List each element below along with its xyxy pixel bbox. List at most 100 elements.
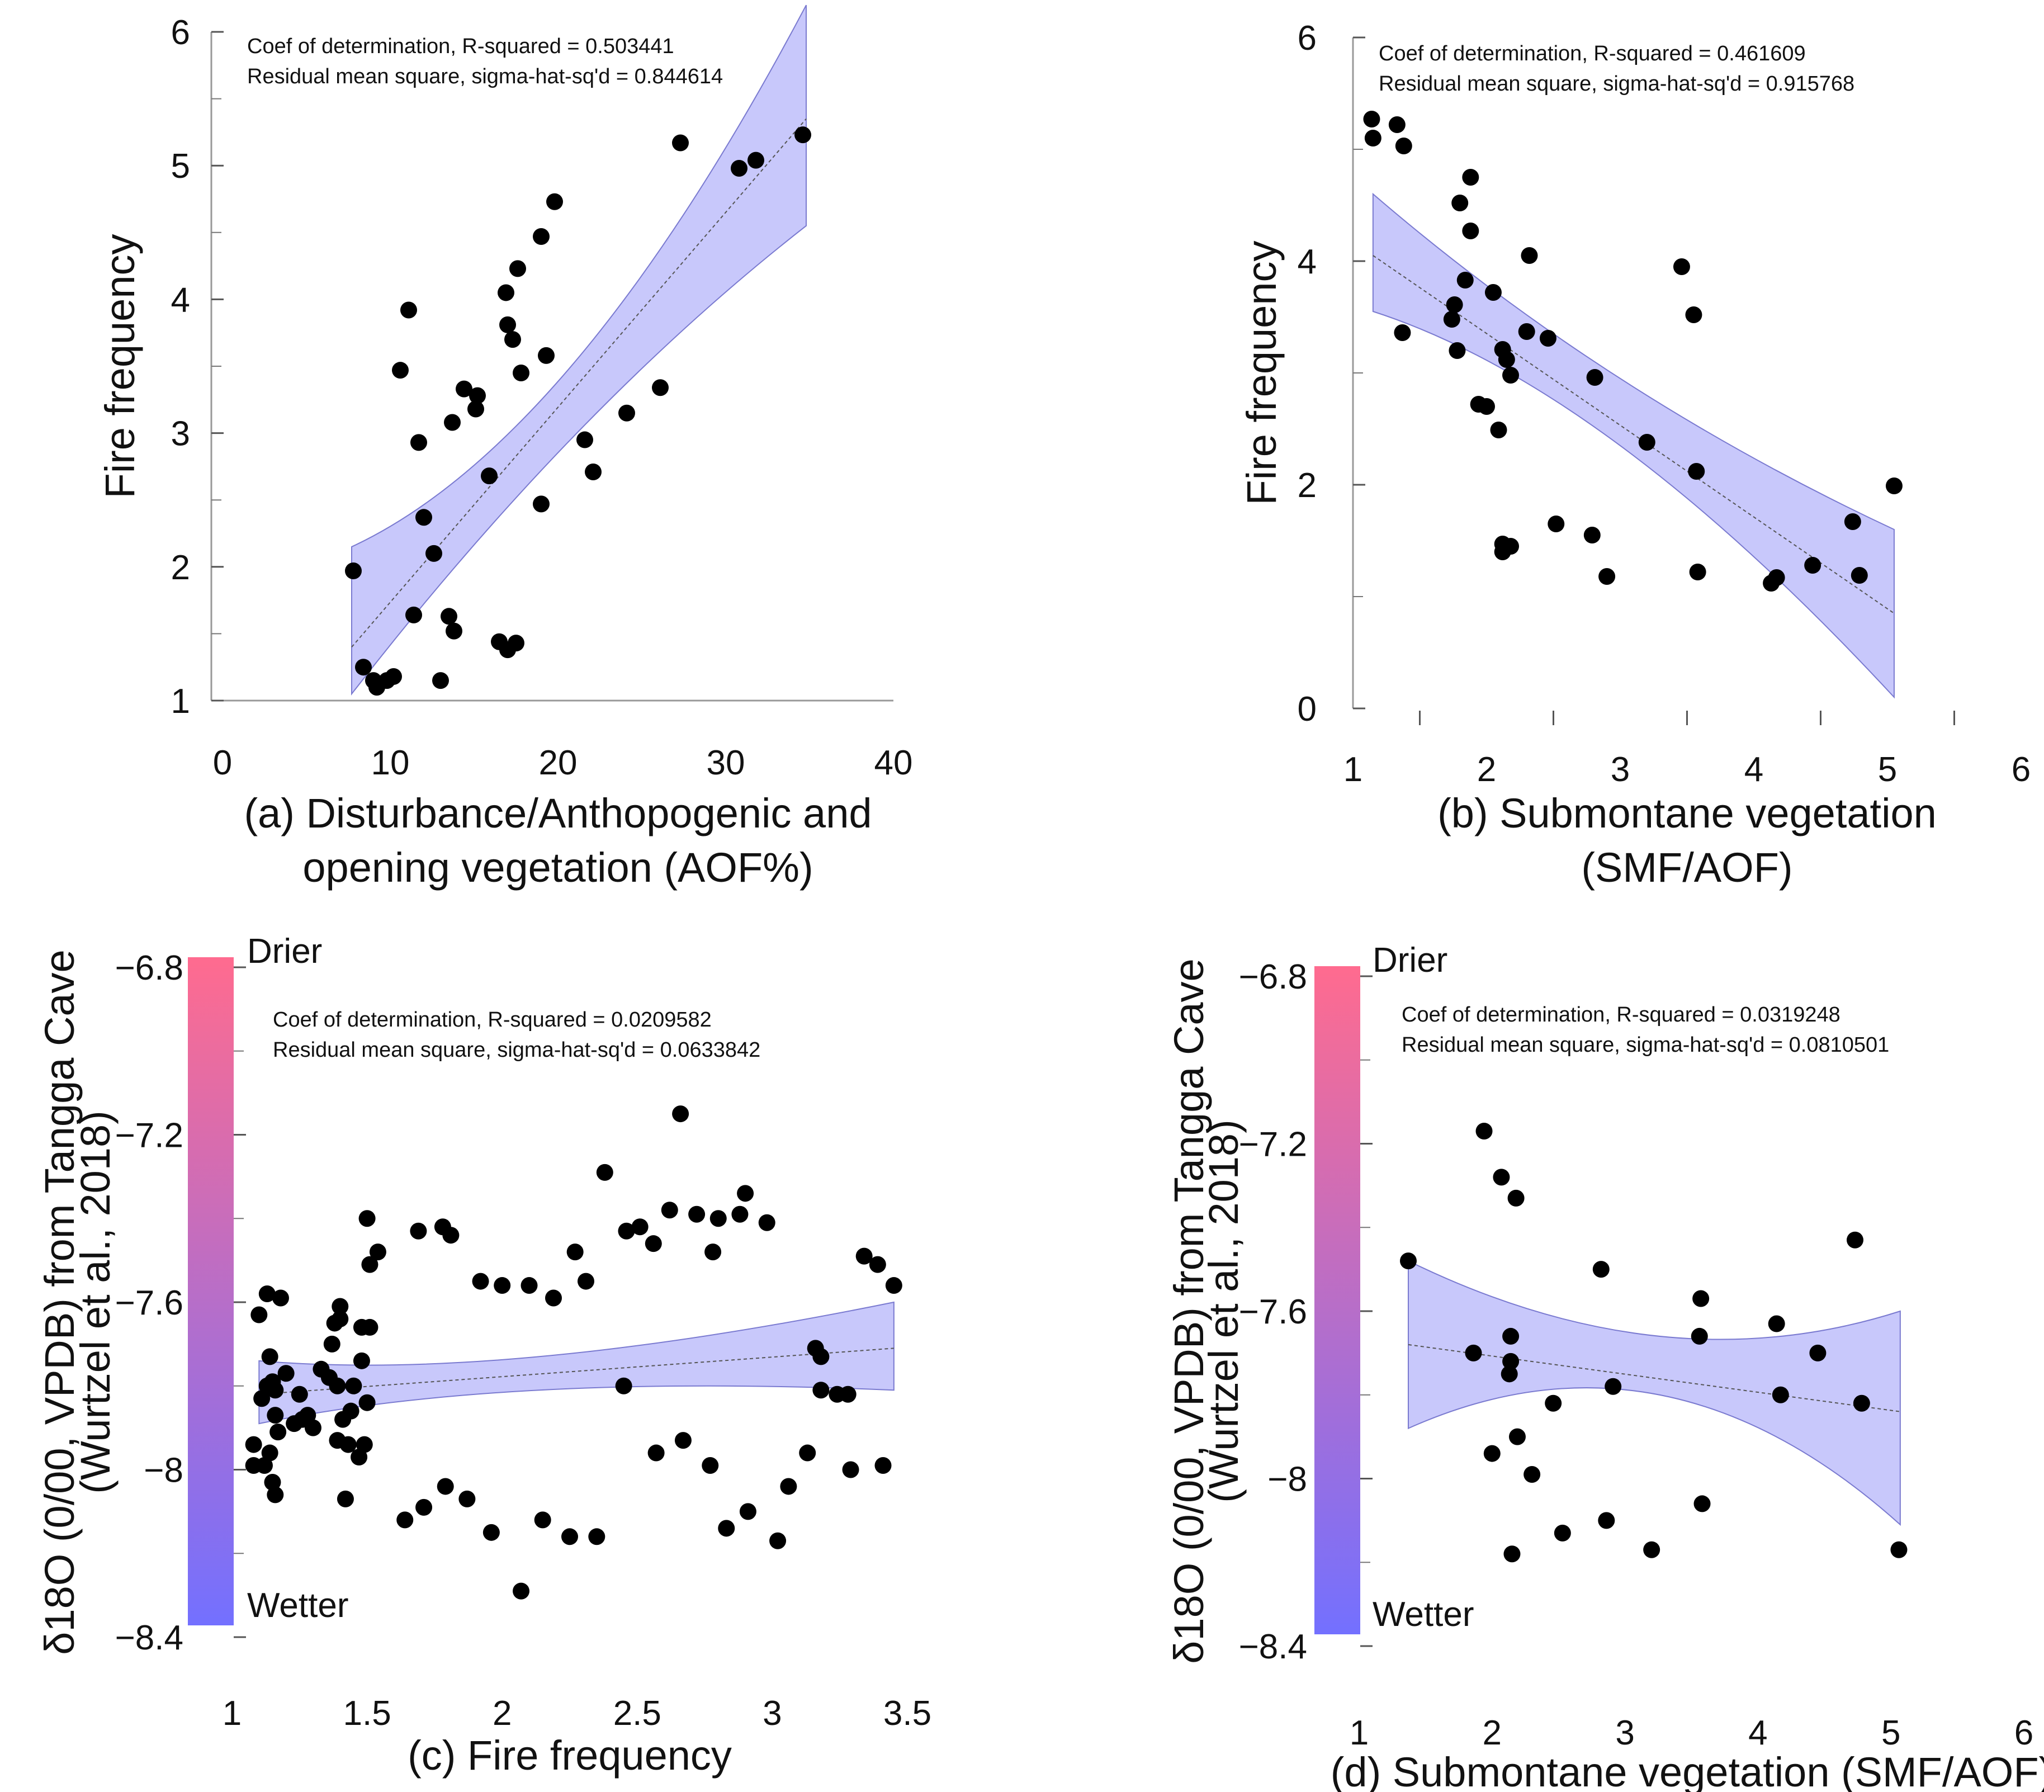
data-point-a xyxy=(425,545,442,562)
x-tick-label-b: 6 xyxy=(2012,750,2031,789)
data-point-b xyxy=(1539,330,1556,347)
data-point-d xyxy=(1502,1327,1520,1345)
data-point-d xyxy=(1691,1327,1708,1345)
data-point-c xyxy=(839,1386,857,1403)
data-point-c xyxy=(277,1365,295,1382)
x-tick-label-c: 1.5 xyxy=(343,1694,391,1733)
data-point-d xyxy=(1809,1344,1827,1361)
data-point-c xyxy=(855,1247,873,1265)
x-tick-label-a: 20 xyxy=(539,744,578,782)
data-point-c xyxy=(588,1528,605,1545)
y-tick-label-c: −7.6 xyxy=(115,1284,183,1322)
data-point-c xyxy=(272,1289,289,1307)
data-point-c xyxy=(353,1352,370,1369)
data-point-d xyxy=(1598,1512,1615,1529)
data-point-a xyxy=(415,509,432,526)
x-tick-label-b: 2 xyxy=(1477,750,1496,789)
data-point-b xyxy=(1851,567,1868,584)
data-point-a xyxy=(546,193,563,210)
data-point-c xyxy=(645,1235,662,1252)
y-axis-title-c: δ18O (0/00, VPDB) from Tangga Cave xyxy=(36,949,83,1654)
x-tick-label-a: 0 xyxy=(213,744,232,782)
data-point-c xyxy=(396,1511,414,1529)
y-tick-label-b: 2 xyxy=(1298,466,1317,505)
data-point-d xyxy=(1399,1252,1417,1270)
x-tick-label-d: 4 xyxy=(1748,1714,1767,1752)
data-point-a xyxy=(672,134,689,152)
y-tick-label-a: 2 xyxy=(171,549,190,587)
data-point-c xyxy=(869,1256,886,1273)
data-point-a xyxy=(794,126,811,144)
data-point-c xyxy=(737,1185,754,1202)
x-tick-label-c: 1 xyxy=(223,1694,242,1733)
data-point-d xyxy=(1693,1495,1711,1512)
data-point-b xyxy=(1446,296,1463,313)
stats-annotation-d: Coef of determination, R-squared = 0.031… xyxy=(1402,1003,1840,1027)
colorbar-c-drier-label: Drier xyxy=(247,932,322,971)
data-point-a xyxy=(533,495,550,513)
data-point-b xyxy=(1364,130,1381,146)
x-axis-title-a: (a) Disturbance/Anthopogenic and xyxy=(244,790,872,836)
data-point-a xyxy=(508,635,524,652)
data-point-c xyxy=(332,1298,349,1315)
data-point-a xyxy=(481,467,498,485)
x-axis-title-c: (c) Fire frequency xyxy=(408,1732,732,1779)
data-point-c xyxy=(842,1461,859,1478)
data-point-d xyxy=(1768,1315,1785,1332)
data-point-a xyxy=(446,622,462,640)
data-point-c xyxy=(269,1424,287,1441)
data-point-c xyxy=(250,1306,268,1323)
x-tick-label-d: 5 xyxy=(1881,1714,1900,1752)
x-tick-label-c: 3 xyxy=(763,1694,782,1733)
x-tick-label-b: 1 xyxy=(1343,750,1362,789)
y-tick-label-c: −6.8 xyxy=(115,949,183,987)
data-point-b xyxy=(1490,422,1507,438)
y-tick-label-a: 6 xyxy=(171,13,190,52)
data-point-c xyxy=(661,1202,678,1219)
data-point-a xyxy=(469,387,486,404)
data-point-d xyxy=(1592,1261,1610,1278)
data-point-d xyxy=(1890,1541,1908,1558)
fit-line-c xyxy=(259,1347,894,1395)
data-point-b xyxy=(1673,258,1690,275)
data-point-b xyxy=(1844,513,1861,530)
y-tick-label-a: 1 xyxy=(171,682,190,721)
chart-d-smf-vs-d18o: Drier Wetter −8.4 −8 −7.6 −7.2 −6.8 1 2 3 4 5 6 Coe… xyxy=(1166,941,2044,1792)
data-point-b xyxy=(1689,564,1706,580)
data-point-a xyxy=(355,659,372,676)
confidence-band-d xyxy=(1407,1260,1901,1526)
x-tick-label-b: 4 xyxy=(1744,750,1763,789)
data-point-b xyxy=(1451,195,1469,211)
y-tick-label-d: −8 xyxy=(1267,1460,1307,1499)
data-point-c xyxy=(337,1490,354,1507)
data-point-c xyxy=(769,1532,787,1549)
data-point-b xyxy=(1443,311,1460,328)
data-point-c xyxy=(361,1256,378,1273)
data-point-c xyxy=(739,1503,756,1520)
data-point-c xyxy=(458,1490,476,1507)
data-point-c xyxy=(561,1528,578,1545)
data-point-a xyxy=(467,400,484,418)
data-point-c xyxy=(472,1273,489,1290)
y-tick-label-d: −7.6 xyxy=(1239,1293,1307,1331)
data-point-a xyxy=(585,463,602,480)
data-point-c xyxy=(513,1582,530,1600)
data-point-a xyxy=(410,434,427,451)
data-point-b xyxy=(1685,306,1702,323)
data-point-d xyxy=(1465,1344,1482,1361)
data-point-a xyxy=(513,364,529,381)
data-point-a xyxy=(498,284,514,301)
data-point-c xyxy=(596,1164,613,1181)
data-point-c xyxy=(258,1285,276,1303)
data-point-d xyxy=(1853,1394,1870,1412)
data-point-d xyxy=(1545,1394,1562,1412)
y-tick-label-d: −6.8 xyxy=(1239,958,1307,996)
y-tick-label-b: 6 xyxy=(1298,19,1317,58)
data-point-c xyxy=(267,1486,284,1503)
data-point-c xyxy=(253,1390,271,1407)
data-point-d xyxy=(1772,1386,1789,1403)
data-point-c xyxy=(494,1277,511,1294)
data-point-c xyxy=(442,1227,460,1244)
data-point-c xyxy=(709,1210,727,1227)
y-tick-label-c: −8 xyxy=(144,1451,183,1490)
